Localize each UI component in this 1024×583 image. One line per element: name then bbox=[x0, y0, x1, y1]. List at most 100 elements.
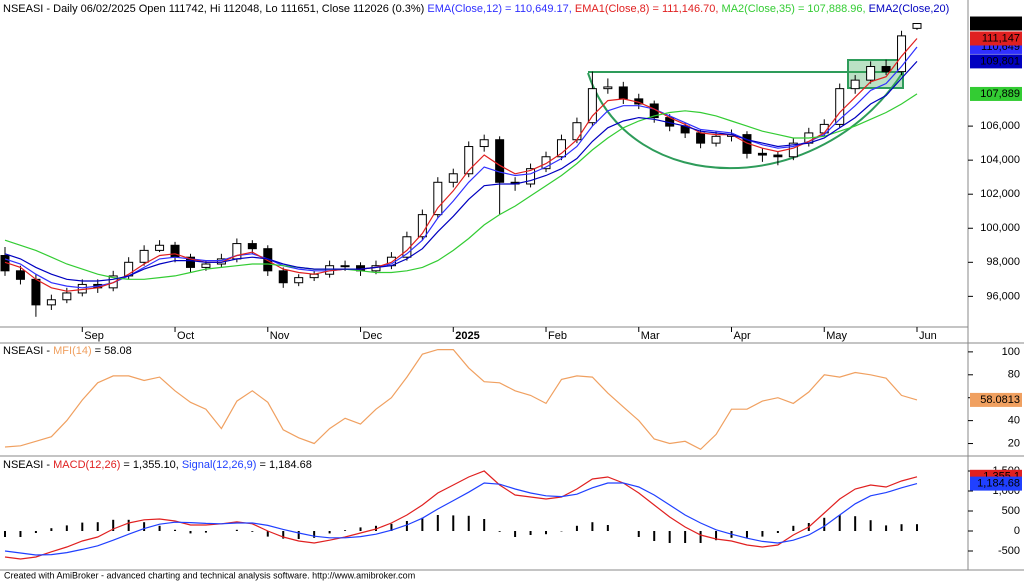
candle-body bbox=[866, 66, 876, 81]
y-tick-label: 96,000 bbox=[986, 290, 1020, 302]
legend-value: = 58.08 bbox=[92, 345, 132, 357]
y-tick-label: 80 bbox=[1008, 369, 1020, 381]
legend-value: = 107,888.96, bbox=[795, 3, 869, 15]
header-text: NSEASI - Daily 06/02/2025 Open 111742, H… bbox=[3, 3, 427, 15]
legend-entry: MA2(Close,35) bbox=[722, 3, 795, 15]
candle-body bbox=[155, 244, 165, 251]
pane-header: NSEASI - MACD(12,26) = 1,355.10, Signal(… bbox=[3, 459, 312, 471]
header-text: NSEASI - bbox=[3, 459, 53, 471]
handle-annotation bbox=[847, 59, 904, 89]
candle-body bbox=[479, 139, 489, 148]
legend-value: = 111,146.70, bbox=[649, 3, 721, 15]
x-tick-label: Mar bbox=[641, 330, 660, 342]
x-tick-label: 2025 bbox=[455, 330, 479, 342]
candle-body bbox=[340, 265, 350, 268]
candle-body bbox=[556, 139, 566, 158]
value-badge bbox=[970, 16, 1022, 31]
x-tick-label: Dec bbox=[363, 330, 383, 342]
indicator-line bbox=[4, 470, 918, 560]
candle-body bbox=[185, 256, 195, 268]
candle-body bbox=[15, 270, 25, 280]
legend-entry: EMA1(Close,8) bbox=[575, 3, 650, 15]
indicator-line bbox=[4, 93, 918, 280]
legend-entry: EMA(Close,12) bbox=[427, 3, 502, 15]
candle-body bbox=[278, 270, 288, 284]
candle-body bbox=[31, 278, 41, 306]
value-badge bbox=[970, 86, 1022, 101]
candle-body bbox=[402, 236, 412, 258]
x-tick-label: Apr bbox=[734, 330, 751, 342]
value-badge-label: 112,026 bbox=[981, 17, 1020, 29]
value-badge bbox=[970, 392, 1022, 407]
candle-body bbox=[757, 152, 767, 156]
value-badge-label: 109,801 bbox=[980, 55, 1020, 67]
y-tick-label: 102,000 bbox=[980, 188, 1020, 200]
candle-body bbox=[850, 79, 860, 90]
indicator-line bbox=[4, 482, 918, 556]
candle-body bbox=[433, 181, 443, 216]
value-badge-label: 111,147 bbox=[982, 32, 1020, 44]
candle-body bbox=[247, 243, 257, 250]
footer: Created with AmiBroker - advanced charti… bbox=[4, 570, 415, 580]
legend-entry: MACD(12,26) bbox=[53, 459, 120, 471]
legend-value: = 1,184.68 bbox=[256, 459, 311, 471]
candle-body bbox=[788, 142, 798, 158]
y-tick-label: 104,000 bbox=[980, 154, 1020, 166]
value-badge bbox=[970, 54, 1022, 69]
value-badge bbox=[970, 476, 1022, 491]
candle-body bbox=[618, 86, 628, 100]
candle-body bbox=[711, 135, 721, 144]
value-badge-label: 107,889 bbox=[980, 88, 1020, 100]
candle-body bbox=[108, 275, 118, 289]
y-tick-label: 20 bbox=[1008, 437, 1020, 449]
candle-body bbox=[448, 173, 458, 183]
candle-body bbox=[835, 88, 845, 125]
candle-body bbox=[881, 66, 891, 73]
candle-body bbox=[170, 244, 180, 258]
indicator-line bbox=[4, 38, 918, 292]
candle-body bbox=[46, 299, 56, 306]
value-badge-label: 58.0813 bbox=[980, 394, 1020, 406]
candle-body bbox=[541, 156, 551, 170]
y-tick-label: 98,000 bbox=[986, 256, 1020, 268]
candle-body bbox=[201, 263, 211, 268]
x-tick-label: May bbox=[826, 330, 847, 342]
plot-layer: Sep Oct Nov Dec 2025 Feb Mar Apr May Jun bbox=[0, 23, 937, 560]
y-tick-label: 100 bbox=[1002, 346, 1020, 358]
pane-header: NSEASI - Daily 06/02/2025 Open 111742, H… bbox=[3, 3, 949, 15]
indicator-line bbox=[4, 60, 918, 282]
legend-value: = 1,355.10, bbox=[120, 459, 181, 471]
candle-body bbox=[912, 23, 922, 29]
candle-body bbox=[773, 154, 783, 158]
candle-body bbox=[897, 35, 907, 73]
candle-body bbox=[495, 139, 505, 183]
y-tick-label: 500 bbox=[1002, 505, 1020, 517]
x-tick-label: Oct bbox=[177, 330, 194, 342]
x-tick-label: Feb bbox=[548, 330, 567, 342]
candle-body bbox=[526, 168, 536, 185]
y-tick-label: -500 bbox=[998, 545, 1020, 557]
value-badge-label: 1,184.68 bbox=[977, 478, 1020, 490]
y-tick-label: 40 bbox=[1008, 415, 1020, 427]
legend-entry: Signal(12,26,9) bbox=[182, 459, 257, 471]
x-tick-label: Sep bbox=[84, 330, 104, 342]
candle-body bbox=[696, 132, 706, 144]
x-tick-label: Nov bbox=[270, 330, 290, 342]
y-tick-label: 100,000 bbox=[980, 222, 1020, 234]
indicator-line bbox=[4, 46, 918, 289]
legend-value: = 110,649.17, bbox=[502, 3, 575, 15]
x-tick-label: Jun bbox=[919, 330, 937, 342]
pane-header: NSEASI - MFI(14) = 58.08 bbox=[3, 345, 132, 357]
candle-body bbox=[294, 277, 304, 284]
y-tick-label: 106,000 bbox=[980, 120, 1020, 132]
candle-body bbox=[139, 249, 149, 263]
indicator-line bbox=[4, 349, 918, 451]
value-badge bbox=[970, 31, 1022, 46]
legend-entry: EMA2(Close,20) bbox=[869, 3, 950, 15]
candle-body bbox=[572, 122, 582, 141]
legend-entry: MFI(14) bbox=[53, 345, 92, 357]
candle-body bbox=[464, 146, 474, 175]
